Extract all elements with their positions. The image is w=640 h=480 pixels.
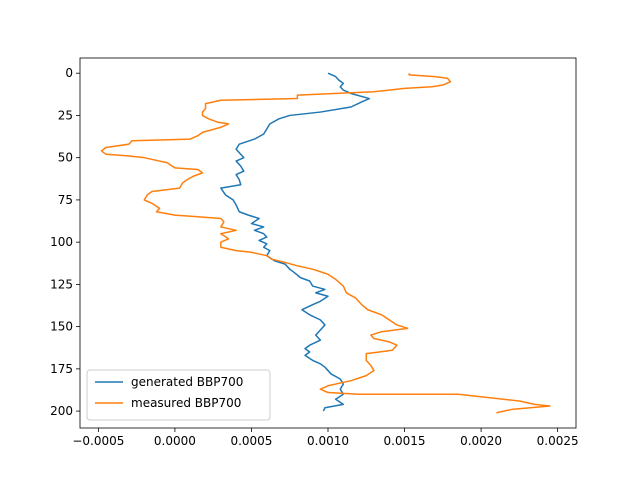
x-tick-label: 0.0020 xyxy=(460,434,502,448)
legend-label: measured BBP700 xyxy=(131,396,241,410)
series-line-generated xyxy=(220,72,371,412)
y-tick-label: 100 xyxy=(50,235,73,249)
y-tick-label: 200 xyxy=(50,404,73,418)
x-tick-label: 0.0015 xyxy=(384,434,426,448)
x-tick-label: 0.0005 xyxy=(230,434,272,448)
plot-lines xyxy=(100,72,551,414)
y-tick-label: 125 xyxy=(50,277,73,291)
x-tick-label: −0.0005 xyxy=(72,434,124,448)
series-line-measured xyxy=(100,73,551,414)
y-tick-label: 150 xyxy=(50,320,73,334)
y-axis: 0 25 50 75 100 125 150 175 200 xyxy=(50,66,80,418)
x-tick-label: 0.0000 xyxy=(154,434,196,448)
y-tick-label: 50 xyxy=(58,151,73,165)
legend-box xyxy=(86,369,271,421)
y-tick-label: 75 xyxy=(58,193,73,207)
x-tick-label: 0.0025 xyxy=(537,434,579,448)
y-tick-label: 0 xyxy=(65,66,73,80)
x-tick-label: 0.0010 xyxy=(307,434,349,448)
y-tick-label: 25 xyxy=(58,108,73,122)
legend: generated BBP700 measured BBP700 xyxy=(86,369,271,421)
x-axis: −0.0005 0.0000 0.0005 0.0010 0.0015 0.0020 0.0… xyxy=(72,428,579,448)
y-tick-label: 175 xyxy=(50,362,73,376)
legend-label: generated BBP700 xyxy=(131,375,243,389)
